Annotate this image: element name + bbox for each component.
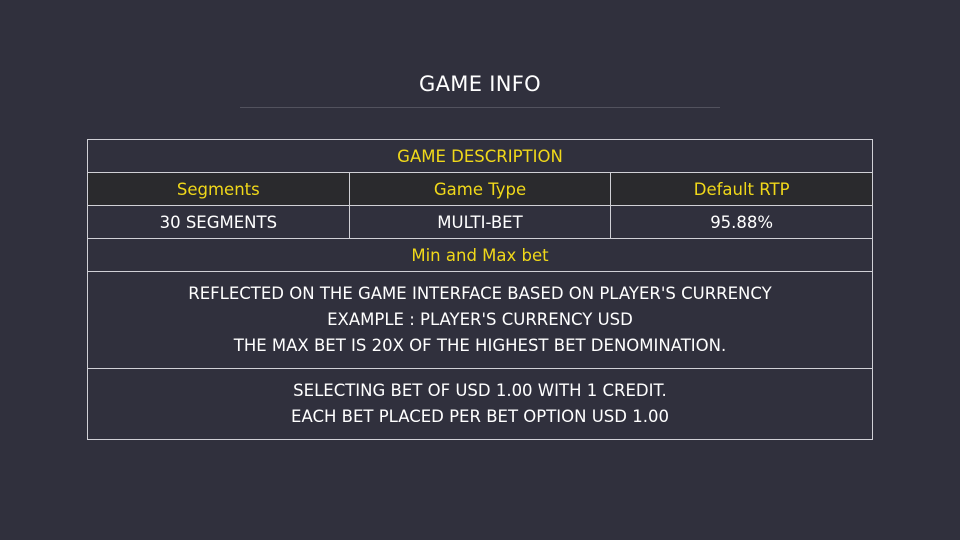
default-rtp-value: 95.88% [610, 205, 873, 239]
bet-description-line-1: REFLECTED ON THE GAME INTERFACE BASED ON… [188, 284, 772, 303]
game-type-value: MULTI-BET [348, 205, 612, 239]
bet-example-block: SELECTING BET OF USD 1.00 WITH 1 CREDIT.… [87, 368, 873, 440]
bet-header-row: Min and Max bet [87, 238, 873, 272]
game-type-column-header: Game Type [348, 172, 612, 206]
min-max-bet-header: Min and Max bet [87, 238, 873, 272]
bet-description-row: REFLECTED ON THE GAME INTERFACE BASED ON… [87, 271, 873, 369]
segments-value: 30 SEGMENTS [87, 205, 350, 239]
game-info-table: GAME DESCRIPTION Segments Game Type Defa… [87, 139, 873, 440]
game-description-header: GAME DESCRIPTION [87, 139, 873, 173]
bet-example-line-1: SELECTING BET OF USD 1.00 WITH 1 CREDIT. [293, 381, 667, 400]
title-divider [240, 107, 720, 108]
values-row: 30 SEGMENTS MULTI-BET 95.88% [87, 205, 873, 239]
section-header-row: GAME DESCRIPTION [87, 139, 873, 173]
bet-example-line-2: EACH BET PLACED PER BET OPTION USD 1.00 [291, 407, 669, 426]
bet-description-line-2: EXAMPLE : PLAYER'S CURRENCY USD [327, 310, 633, 329]
default-rtp-column-header: Default RTP [610, 172, 873, 206]
bet-description-line-3: THE MAX BET IS 20X OF THE HIGHEST BET DE… [233, 336, 727, 355]
bet-example-row: SELECTING BET OF USD 1.00 WITH 1 CREDIT.… [87, 368, 873, 440]
bet-description-block: REFLECTED ON THE GAME INTERFACE BASED ON… [87, 271, 873, 369]
column-header-row: Segments Game Type Default RTP [87, 172, 873, 206]
segments-column-header: Segments [87, 172, 350, 206]
page-title: GAME INFO [419, 72, 541, 96]
